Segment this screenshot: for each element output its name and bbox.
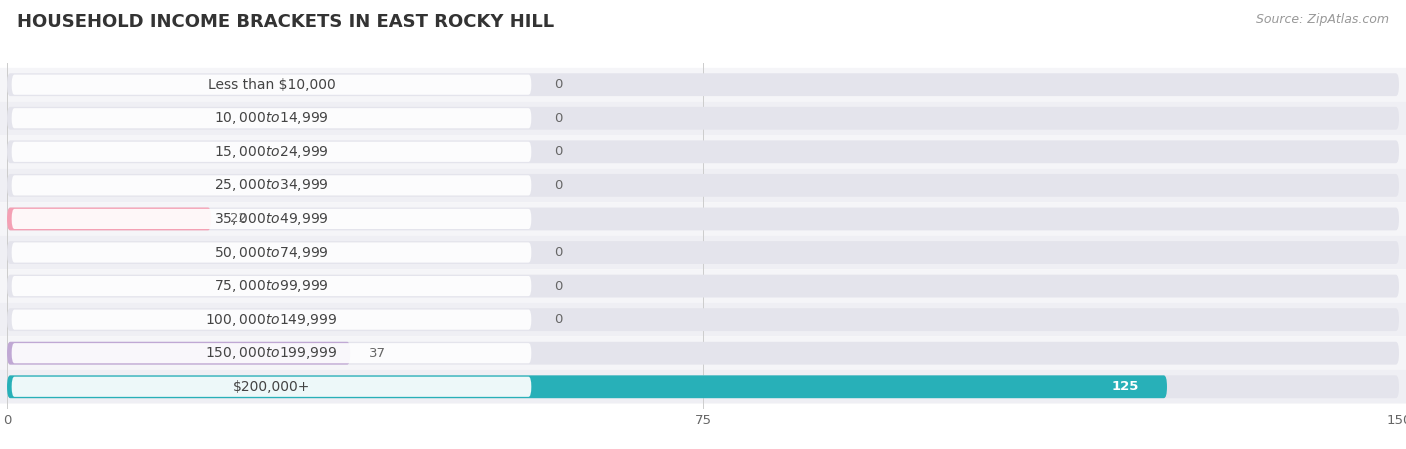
FancyBboxPatch shape [7,375,1167,398]
FancyBboxPatch shape [11,175,531,195]
FancyBboxPatch shape [7,73,1399,96]
Text: $75,000 to $99,999: $75,000 to $99,999 [214,278,329,294]
FancyBboxPatch shape [7,342,1399,365]
FancyBboxPatch shape [7,342,350,365]
FancyBboxPatch shape [7,107,1399,130]
FancyBboxPatch shape [11,343,531,363]
FancyBboxPatch shape [7,207,211,230]
Text: HOUSEHOLD INCOME BRACKETS IN EAST ROCKY HILL: HOUSEHOLD INCOME BRACKETS IN EAST ROCKY … [17,13,554,31]
Text: 125: 125 [1112,380,1139,393]
FancyBboxPatch shape [0,101,1406,135]
FancyBboxPatch shape [7,207,1399,230]
FancyBboxPatch shape [11,75,531,95]
Text: $200,000+: $200,000+ [233,380,311,394]
FancyBboxPatch shape [11,108,531,128]
FancyBboxPatch shape [11,377,531,397]
FancyBboxPatch shape [0,202,1406,236]
FancyBboxPatch shape [11,209,531,229]
Text: 0: 0 [554,78,562,91]
FancyBboxPatch shape [7,375,1399,398]
Text: 37: 37 [368,347,385,360]
FancyBboxPatch shape [0,336,1406,370]
FancyBboxPatch shape [7,174,1399,197]
FancyBboxPatch shape [0,370,1406,404]
FancyBboxPatch shape [7,308,1399,331]
Text: $35,000 to $49,999: $35,000 to $49,999 [214,211,329,227]
Text: 0: 0 [554,145,562,158]
Text: $15,000 to $24,999: $15,000 to $24,999 [214,144,329,160]
Text: $10,000 to $14,999: $10,000 to $14,999 [214,110,329,126]
FancyBboxPatch shape [0,135,1406,168]
Text: $150,000 to $199,999: $150,000 to $199,999 [205,345,337,361]
FancyBboxPatch shape [0,236,1406,269]
Text: $50,000 to $74,999: $50,000 to $74,999 [214,245,329,260]
FancyBboxPatch shape [0,269,1406,303]
FancyBboxPatch shape [11,242,531,263]
Text: Source: ZipAtlas.com: Source: ZipAtlas.com [1256,13,1389,26]
FancyBboxPatch shape [0,68,1406,101]
Text: $100,000 to $149,999: $100,000 to $149,999 [205,312,337,328]
FancyBboxPatch shape [0,168,1406,202]
FancyBboxPatch shape [7,241,1399,264]
Text: 0: 0 [554,313,562,326]
Text: $25,000 to $34,999: $25,000 to $34,999 [214,177,329,194]
FancyBboxPatch shape [0,303,1406,336]
FancyBboxPatch shape [11,142,531,162]
Text: 0: 0 [554,246,562,259]
FancyBboxPatch shape [7,141,1399,163]
FancyBboxPatch shape [11,309,531,330]
FancyBboxPatch shape [11,276,531,296]
Text: 0: 0 [554,179,562,192]
Text: 22: 22 [229,212,246,225]
FancyBboxPatch shape [7,275,1399,298]
Text: 0: 0 [554,112,562,125]
Text: 0: 0 [554,280,562,293]
Text: Less than $10,000: Less than $10,000 [208,78,336,92]
